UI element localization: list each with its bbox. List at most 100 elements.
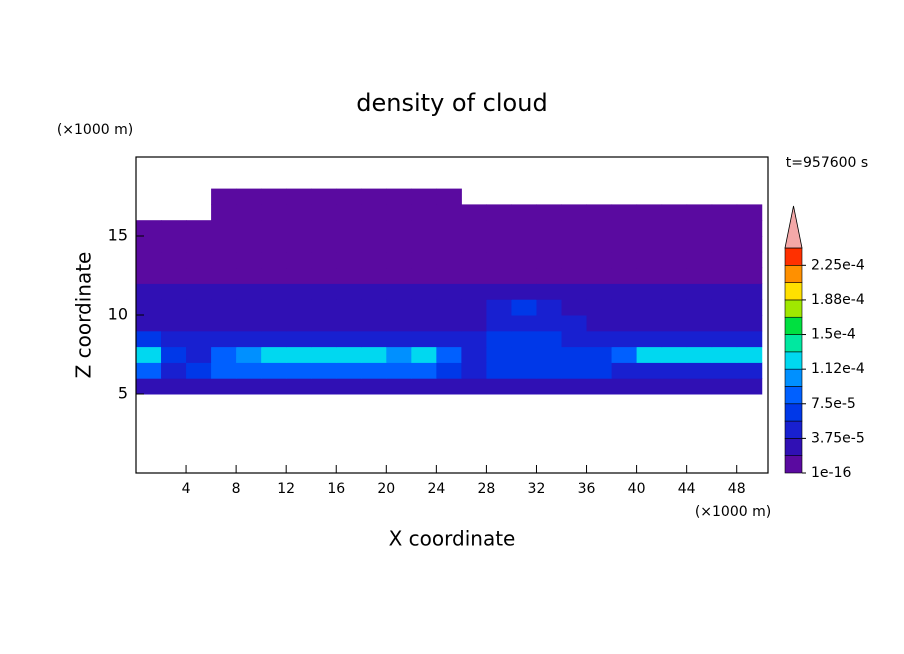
cell (486, 346, 512, 363)
cell (236, 251, 262, 269)
cell (736, 299, 763, 316)
cell (411, 378, 437, 395)
cell (561, 330, 588, 348)
x-tick-label: 24 (427, 481, 445, 497)
cell (636, 251, 663, 269)
y-tick-label: 10 (108, 305, 128, 324)
cell (186, 315, 212, 332)
cell (136, 220, 162, 237)
cell (236, 346, 262, 363)
cell (236, 220, 262, 237)
cell (611, 378, 638, 395)
cell (561, 220, 588, 237)
cell (736, 251, 763, 269)
cell (286, 220, 312, 237)
colorbar-label: 1.12e-4 (811, 361, 865, 377)
cell (336, 315, 362, 332)
cell (611, 204, 638, 221)
cell (361, 251, 387, 269)
cell (511, 378, 537, 395)
field (136, 188, 763, 395)
cell (361, 346, 387, 363)
cell (711, 378, 738, 395)
cell (611, 299, 638, 316)
cell (636, 204, 663, 221)
cell (436, 346, 462, 363)
cell (711, 315, 738, 332)
cell (736, 330, 763, 348)
cell (661, 330, 688, 348)
cell (261, 188, 287, 205)
x-tick-label: 12 (277, 481, 295, 497)
cell (686, 346, 713, 363)
cell (661, 362, 688, 379)
cell (536, 267, 563, 284)
cell (136, 378, 162, 395)
colorbar-label: 3.75e-5 (811, 430, 865, 446)
cell (211, 346, 237, 363)
cell (711, 251, 738, 269)
cell (436, 378, 462, 395)
cell (136, 251, 162, 269)
cell (186, 362, 212, 379)
cell (161, 330, 187, 348)
cell (211, 378, 237, 395)
cell (586, 236, 613, 253)
cell (611, 283, 638, 300)
cell (586, 251, 613, 269)
cell (361, 378, 387, 395)
cell (736, 204, 763, 221)
cell (536, 220, 563, 237)
cell (486, 283, 512, 300)
colorbar-segment (784, 282, 803, 301)
cell (261, 330, 287, 348)
cell (261, 378, 287, 395)
cell (161, 283, 187, 300)
cell (736, 267, 763, 284)
cell (386, 220, 412, 237)
cell (611, 220, 638, 237)
cell (411, 236, 437, 253)
cell (536, 283, 563, 300)
cell (411, 251, 437, 269)
cell (411, 330, 437, 348)
cell (411, 220, 437, 237)
cell (136, 283, 162, 300)
x-tick-label: 28 (478, 481, 496, 497)
cell (661, 267, 688, 284)
x-tick-label: 4 (182, 481, 191, 497)
colorbar-segment (784, 247, 803, 266)
colorbar-label: 7.5e-5 (811, 396, 856, 412)
colorbar-segment (784, 368, 803, 387)
cell (311, 251, 337, 269)
cell (386, 236, 412, 253)
time-annotation: t=957600 s (786, 155, 868, 171)
cell (436, 220, 462, 237)
cell (436, 315, 462, 332)
cell (236, 188, 262, 205)
cell (586, 283, 613, 300)
cell (386, 188, 412, 205)
cell (286, 267, 312, 284)
cell (511, 283, 537, 300)
cell (561, 283, 588, 300)
plot-frame (135, 156, 769, 474)
cell (211, 267, 237, 284)
cell (511, 267, 537, 284)
colorbar-segment (784, 455, 803, 474)
cell (561, 299, 588, 316)
cell (261, 346, 287, 363)
cell (586, 267, 613, 284)
cell (611, 315, 638, 332)
cell (486, 315, 512, 332)
cell (186, 299, 212, 316)
cell (511, 220, 537, 237)
cell (561, 378, 588, 395)
cell (661, 220, 688, 237)
cell (261, 283, 287, 300)
cell (336, 330, 362, 348)
cell (686, 299, 713, 316)
colorbar-segment (784, 438, 803, 456)
cell (536, 378, 563, 395)
